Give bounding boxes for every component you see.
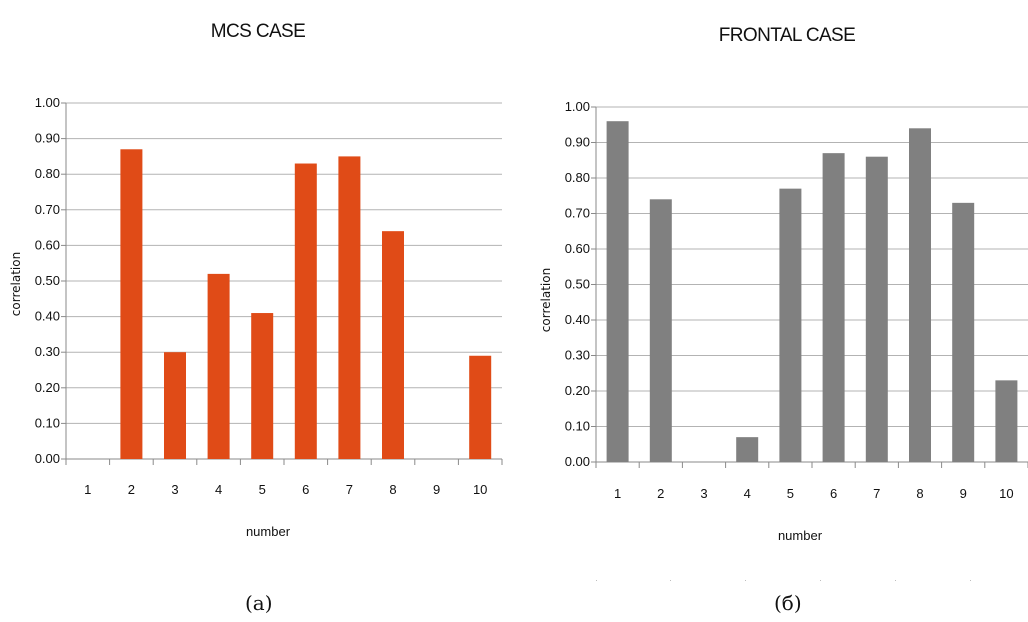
frontal-y-tick-label: 1.00: [565, 99, 590, 114]
frontal-y-tick-label: 0.00: [565, 454, 590, 469]
frontal-bar-4: [736, 437, 759, 462]
mcs-x-tick-label: 6: [302, 482, 309, 497]
frontal-chart-title: FRONTAL CASE: [719, 25, 855, 46]
frontal-border-dot: [596, 580, 597, 581]
frontal-y-tick-label: 0.60: [565, 241, 590, 256]
frontal-border-dot: [670, 580, 671, 581]
mcs-y-tick-label: 0.10: [35, 415, 60, 430]
frontal-y-tick-label: 0.20: [565, 383, 590, 398]
caption-right: (б): [774, 591, 802, 615]
mcs-y-tick-label: 0.80: [35, 166, 60, 181]
frontal-x-tick-label: 9: [960, 486, 967, 501]
mcs-y-tick-label: 0.00: [35, 451, 60, 466]
frontal-border-dot: [745, 580, 746, 581]
frontal-bar-6: [822, 153, 845, 462]
mcs-y-tick-label: 0.40: [35, 309, 60, 324]
mcs-y-tick-label: 0.60: [35, 237, 60, 252]
mcs-y-tick-label: 0.90: [35, 131, 60, 146]
mcs-x-tick-label: 3: [171, 482, 178, 497]
frontal-x-tick-label: 10: [999, 486, 1013, 501]
frontal-x-tick-label: 4: [744, 486, 751, 501]
frontal-border-dot: [970, 580, 971, 581]
frontal-y-tick-label: 0.30: [565, 348, 590, 363]
mcs-y-tick-label: 0.30: [35, 344, 60, 359]
mcs-bar-3: [164, 352, 186, 459]
mcs-y-tick-label: 0.20: [35, 380, 60, 395]
mcs-bar-8: [382, 231, 404, 459]
frontal-bar-8: [909, 128, 931, 463]
mcs-x-tick-label: 9: [433, 482, 440, 497]
frontal-bar-10: [995, 380, 1018, 462]
frontal-bar-9: [952, 202, 975, 462]
mcs-y-tick-label: 1.00: [35, 95, 60, 110]
frontal-x-tick-label: 3: [700, 486, 707, 501]
frontal-y-tick-label: 0.40: [565, 312, 590, 327]
mcs-chart-title: MCS CASE: [211, 21, 305, 42]
frontal-border-dot: [820, 580, 821, 581]
mcs-y-axis-label: correlation: [9, 252, 23, 316]
mcs-bar-5: [251, 313, 274, 459]
caption-left: (a): [245, 591, 273, 615]
mcs-x-tick-label: 4: [215, 482, 222, 497]
frontal-bar-2: [649, 199, 672, 463]
mcs-x-axis-label: number: [246, 524, 291, 539]
frontal-y-axis-label: correlation: [539, 268, 553, 332]
mcs-x-tick-label: 1: [84, 482, 91, 497]
mcs-bar-4: [207, 273, 230, 459]
mcs-x-tick-label: 10: [473, 482, 487, 497]
frontal-y-tick-label: 0.70: [565, 206, 590, 221]
frontal-border-dot: [895, 580, 896, 581]
frontal-y-tick-label: 0.10: [565, 419, 590, 434]
mcs-x-tick-label: 7: [346, 482, 353, 497]
frontal-bar-7: [865, 156, 888, 462]
frontal-x-tick-label: 1: [614, 486, 621, 501]
mcs-x-tick-label: 2: [128, 482, 135, 497]
frontal-bar-1: [606, 121, 629, 462]
frontal-x-tick-label: 5: [787, 486, 794, 501]
frontal-y-tick-label: 0.90: [565, 135, 590, 150]
mcs-x-tick-label: 8: [389, 482, 396, 497]
frontal-y-tick-label: 0.80: [565, 170, 590, 185]
mcs-x-tick-label: 5: [259, 482, 266, 497]
frontal-y-tick-label: 0.50: [565, 277, 590, 292]
frontal-x-tick-label: 2: [657, 486, 664, 501]
mcs-bar-7: [338, 156, 361, 459]
mcs-bar-10: [469, 355, 492, 459]
mcs-bar-2: [120, 149, 143, 459]
frontal-x-tick-label: 7: [873, 486, 880, 501]
frontal-x-tick-label: 8: [916, 486, 923, 501]
mcs-y-tick-label: 0.70: [35, 202, 60, 217]
frontal-x-axis-label: number: [778, 528, 823, 543]
mcs-y-tick-label: 0.50: [35, 273, 60, 288]
frontal-x-tick-label: 6: [830, 486, 837, 501]
mcs-bar-6: [294, 163, 317, 459]
frontal-bar-5: [779, 188, 802, 462]
